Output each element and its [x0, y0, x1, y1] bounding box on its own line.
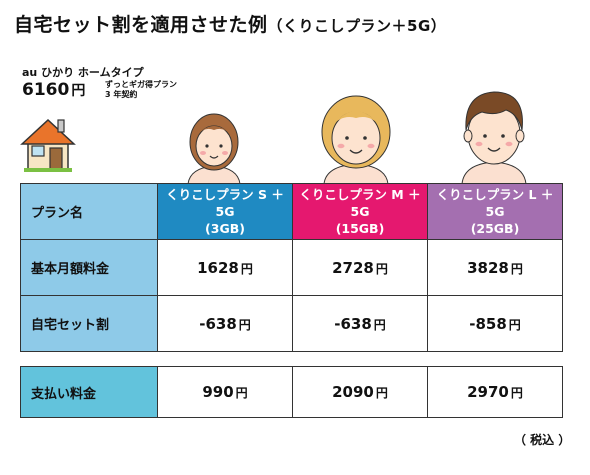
table-header-row: プラン名 くりこしプラン S ＋5G (3GB) くりこしプラン M ＋5G (… — [20, 183, 563, 240]
man-icon — [461, 91, 527, 184]
page-title: 自宅セット割を適用させた例（くりこしプラン＋5G） — [14, 10, 446, 37]
isp-plan-name: au ひかり ホームタイプ — [22, 66, 144, 79]
tax-included-note: （ 税込 ） — [514, 433, 571, 447]
discount-m: -638 円 — [292, 295, 428, 352]
yen-unit: 円 — [373, 317, 386, 332]
base-fee-m: 2728 円 — [292, 239, 428, 296]
value: 1628 — [197, 258, 239, 277]
plan-m-name: くりこしプラン M ＋5G — [299, 187, 421, 219]
yen-unit: 円 — [235, 386, 248, 400]
note-line-2: 3 年契約 — [105, 90, 138, 99]
base-fee-s: 1628 円 — [157, 239, 293, 296]
value: 990 — [202, 383, 234, 401]
value: 2090 — [332, 383, 374, 401]
total-row: 支払い料金 990 円 2090 円 2970 円 — [20, 366, 563, 418]
row-label-home-set-discount: 自宅セット割 — [20, 295, 158, 352]
plan-l-name: くりこしプラン L ＋5G — [436, 187, 554, 219]
yen-unit: 円 — [375, 261, 388, 276]
base-fee-l: 3828 円 — [427, 239, 563, 296]
isp-price-unit: 円 — [71, 83, 86, 99]
pricing-table: プラン名 くりこしプラン S ＋5G (3GB) くりこしプラン M ＋5G (… — [20, 183, 563, 352]
plan-l-data: (25GB) — [470, 221, 520, 236]
discount-l: -858 円 — [427, 295, 563, 352]
total-table: 支払い料金 990 円 2090 円 2970 円 — [20, 366, 563, 418]
plan-m-header: くりこしプラン M ＋5G (15GB) — [292, 183, 428, 240]
woman-bob-hair-icon — [321, 95, 391, 184]
total-s: 990 円 — [157, 366, 293, 418]
plan-s-header: くりこしプラン S ＋5G (3GB) — [157, 183, 293, 240]
isp-contract-note: ずっとギガ得プラン 3 年契約 — [105, 80, 177, 100]
row-label-payment: 支払い料金 — [20, 366, 158, 418]
row-label-base-fee: 基本月額料金 — [20, 239, 158, 296]
total-l: 2970 円 — [427, 366, 563, 418]
value: -858 — [469, 314, 507, 333]
yen-unit: 円 — [240, 261, 253, 276]
header-label: プラン名 — [20, 183, 158, 240]
total-m: 2090 円 — [292, 366, 428, 418]
plan-s-name: くりこしプラン S ＋5G — [166, 187, 284, 219]
yen-unit: 円 — [238, 317, 251, 332]
woman-short-hair-icon — [187, 113, 241, 184]
yen-unit: 円 — [510, 261, 523, 276]
isp-price: 6160 円 — [22, 80, 85, 100]
yen-unit: 円 — [375, 386, 388, 400]
isp-price-value: 6160 — [22, 80, 70, 100]
value: -638 — [334, 314, 372, 333]
title-main: 自宅セット割を適用させた例 — [14, 14, 268, 36]
house-icon — [20, 118, 76, 172]
plan-l-header: くりこしプラン L ＋5G (25GB) — [427, 183, 563, 240]
yen-unit: 円 — [508, 317, 521, 332]
plan-m-data: (15GB) — [335, 221, 385, 236]
title-sub: （くりこしプラン＋5G） — [267, 17, 447, 35]
value: -638 — [199, 314, 237, 333]
discount-s: -638 円 — [157, 295, 293, 352]
value: 3828 — [467, 258, 509, 277]
note-line-1: ずっとギガ得プラン — [105, 80, 177, 89]
value: 2728 — [332, 258, 374, 277]
plan-s-data: (3GB) — [205, 221, 245, 236]
value: 2970 — [467, 383, 509, 401]
table-row: 自宅セット割 -638 円 -638 円 -858 円 — [20, 295, 563, 352]
table-row: 基本月額料金 1628 円 2728 円 3828 円 — [20, 239, 563, 296]
yen-unit: 円 — [510, 386, 523, 400]
